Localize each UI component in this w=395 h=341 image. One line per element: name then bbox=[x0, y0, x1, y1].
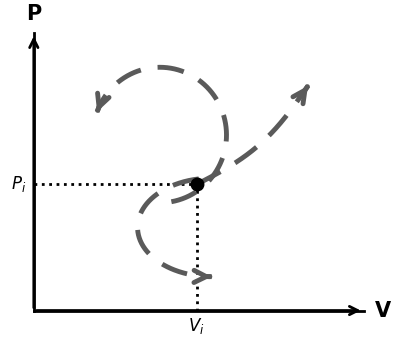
Text: V: V bbox=[375, 300, 391, 321]
Text: P: P bbox=[26, 4, 41, 24]
Text: V$_i$: V$_i$ bbox=[188, 316, 205, 336]
Text: P$_i$: P$_i$ bbox=[11, 174, 27, 194]
